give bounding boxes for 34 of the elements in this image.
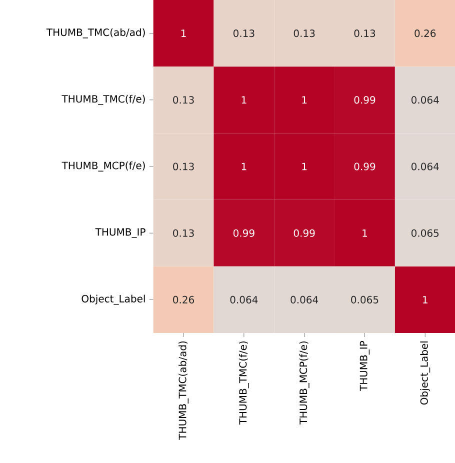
data-label: 0.13 [173, 96, 194, 104]
y-tick-label: THUMB_MCP(f/e) [62, 162, 145, 172]
data-label: 0.064 [290, 296, 318, 304]
data-label: 1 [242, 96, 246, 104]
data-label: 1 [423, 296, 428, 304]
data-label: 0.99 [354, 96, 376, 104]
data-label: 1 [302, 162, 307, 170]
data-label: 0.13 [233, 30, 254, 38]
data-label: 0.064 [411, 96, 439, 104]
x-tick-label: Object_Label [420, 342, 430, 405]
data-label: 0.99 [354, 162, 376, 170]
data-label: 1 [242, 162, 246, 170]
data-label: 0.13 [173, 162, 194, 170]
y-tick-label: THUMB_TMC(f/e) [62, 94, 145, 105]
data-label: 1 [362, 229, 367, 237]
data-label: 1 [181, 30, 186, 37]
data-label: 0.13 [173, 229, 194, 237]
data-label: 1 [302, 96, 307, 104]
x-tick-label: THUMB_TMC(f/e) [238, 341, 249, 425]
data-label: 0.99 [294, 229, 315, 237]
data-label: 0.065 [411, 229, 439, 237]
data-label: 0.13 [294, 30, 315, 38]
data-label: 0.064 [230, 296, 258, 304]
y-tick-label: Object_Label [82, 294, 145, 305]
data-label: 0.13 [354, 30, 376, 38]
data-label: 0.26 [173, 296, 194, 304]
x-tick-label: THUMB_MCP(f/e) [299, 341, 310, 425]
data-label: 0.064 [411, 162, 439, 170]
y-tick-label: THUMB_IP [95, 228, 146, 238]
data-label: 0.26 [414, 30, 436, 38]
data-label: 0.065 [351, 296, 378, 304]
x-tick-label: THUMB_IP [360, 340, 370, 392]
data-label: 0.99 [233, 229, 254, 237]
y-tick-label: THUMB_TMC(ab/ad) [46, 28, 145, 38]
